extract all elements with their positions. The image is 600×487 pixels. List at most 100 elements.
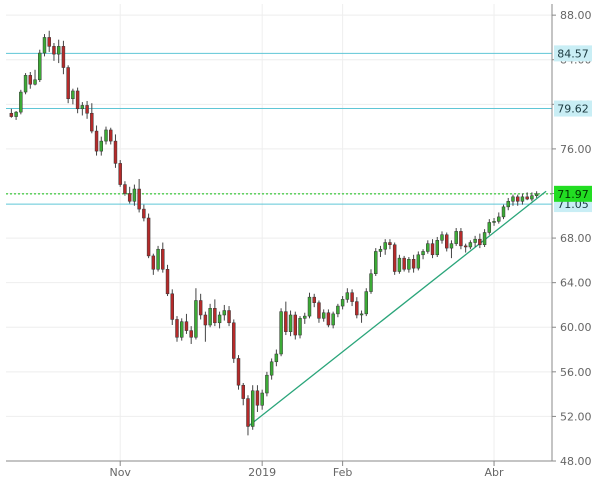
candle-up: [340, 299, 345, 307]
candle-down: [165, 269, 170, 295]
candle-up: [132, 188, 137, 202]
candle-up: [435, 240, 439, 256]
candle-down: [198, 300, 203, 316]
horizontal-levels: [6, 52, 552, 205]
candle-down: [350, 292, 354, 302]
level-tag: [554, 100, 592, 117]
candle-up: [374, 251, 378, 274]
candle-up: [416, 254, 421, 269]
candle-down: [123, 184, 127, 194]
candle-up: [288, 314, 293, 332]
candle-down: [525, 196, 529, 200]
candle-down: [459, 231, 463, 247]
candle-up: [14, 111, 18, 117]
candle-down: [28, 75, 33, 85]
candle-up: [364, 291, 368, 315]
candle-down: [203, 314, 208, 326]
candle-up: [269, 361, 274, 376]
candle-up: [378, 248, 383, 252]
candle-up: [359, 313, 364, 316]
candle-up: [23, 75, 28, 93]
candle-up: [383, 242, 387, 250]
candle-down: [94, 130, 99, 152]
candle-down: [113, 140, 118, 164]
candle-down: [66, 67, 70, 99]
candle-down: [213, 308, 217, 324]
candle-down: [232, 322, 236, 359]
candle-up: [449, 243, 454, 249]
y-tick-label: 64.00: [560, 277, 592, 290]
level-label: 79.62: [557, 103, 589, 116]
candle-up: [369, 273, 373, 292]
y-tick-label: 68.00: [560, 232, 592, 245]
candle-up: [274, 353, 279, 363]
candle-up: [421, 251, 425, 256]
candle-down: [430, 243, 435, 256]
candle-up: [407, 259, 411, 270]
candle-up: [99, 140, 103, 152]
level-tag: [554, 45, 592, 62]
candle-up: [482, 232, 487, 246]
candle-up: [279, 311, 283, 355]
candle-up: [307, 296, 312, 317]
candle-down: [47, 37, 51, 47]
candle-up: [511, 196, 515, 202]
candle-up: [468, 242, 473, 248]
y-tick-label: 52.00: [560, 410, 592, 423]
candle-up: [501, 206, 506, 218]
candle-down: [246, 398, 250, 427]
candle-up: [473, 238, 477, 243]
candle-up: [303, 315, 307, 319]
candle-down: [9, 112, 14, 117]
candle-down: [90, 112, 94, 132]
candle-up: [33, 79, 37, 85]
candle-down: [142, 208, 146, 219]
candle-down: [189, 330, 193, 338]
candles: [9, 30, 539, 436]
candle-up: [217, 314, 222, 324]
candle-up: [80, 105, 85, 110]
candle-up: [454, 231, 458, 244]
candle-down: [317, 302, 321, 319]
gridlines: [6, 4, 552, 462]
candle-up: [208, 308, 212, 326]
candle-up: [426, 243, 430, 252]
candle-down: [326, 312, 331, 326]
candle-up: [250, 390, 255, 427]
candle-up: [530, 195, 534, 200]
trendline-layer: [247, 190, 547, 427]
level-label: 84.57: [557, 47, 589, 60]
candle-up: [104, 129, 108, 142]
candle-down: [61, 46, 66, 68]
x-tick-label: Abr: [485, 466, 505, 479]
candle-down: [355, 301, 359, 316]
candle-down: [312, 296, 316, 303]
candle-up: [180, 321, 184, 338]
candle-down: [227, 310, 231, 324]
candle-up: [336, 305, 340, 315]
candle-up: [321, 312, 326, 319]
candle-up: [38, 52, 42, 81]
candle-down: [236, 358, 241, 386]
y-tick-label: 76.00: [560, 143, 592, 156]
current-price-tag: [554, 185, 592, 202]
candle-up: [397, 257, 402, 272]
candle-down: [392, 244, 397, 272]
candle-down: [75, 90, 80, 110]
candle-up: [56, 46, 61, 55]
candle-down: [184, 321, 189, 331]
y-tick-label: 60.00: [560, 321, 592, 334]
candle-down: [515, 196, 520, 202]
candle-down: [463, 245, 468, 248]
candle-down: [118, 163, 122, 185]
candle-up: [194, 300, 198, 338]
candle-up: [156, 248, 160, 270]
candle-up: [71, 90, 75, 99]
x-tick-label: Nov: [109, 466, 131, 479]
candle-down: [127, 193, 132, 202]
candle-down: [170, 293, 174, 320]
candle-down: [402, 257, 406, 270]
